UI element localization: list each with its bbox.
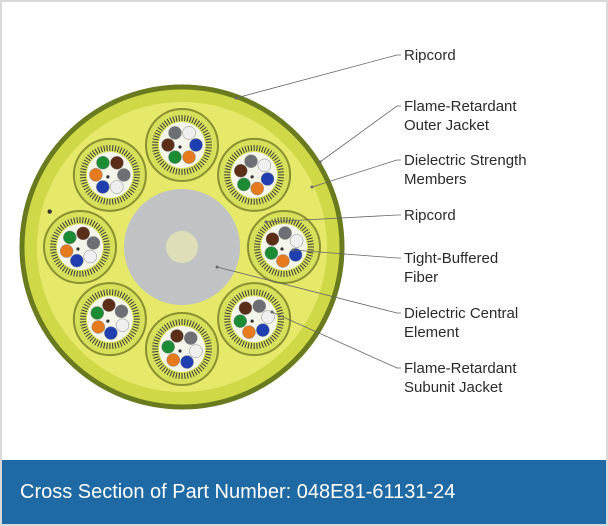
- callout-label: Flame-Retardant Subunit Jacket: [404, 360, 517, 398]
- callout-label: Ripcord: [404, 207, 456, 226]
- callout-label: Dielectric Strength Members: [404, 152, 527, 190]
- diagram-area: Ripcord Flame-Retardant Outer Jacket Diele…: [2, 2, 606, 458]
- callout-label: Ripcord: [404, 47, 456, 66]
- callout-label: Tight-Buffered Fiber: [404, 250, 498, 288]
- cross-section-svg: [2, 2, 608, 462]
- caption-text: Cross Section of Part Number: 048E81-611…: [20, 481, 455, 504]
- caption-bar: Cross Section of Part Number: 048E81-611…: [2, 460, 606, 524]
- callout-label: Flame-Retardant Outer Jacket: [404, 98, 517, 136]
- figure-container: Ripcord Flame-Retardant Outer Jacket Diele…: [0, 0, 608, 526]
- callout-label: Dielectric Central Element: [404, 305, 518, 343]
